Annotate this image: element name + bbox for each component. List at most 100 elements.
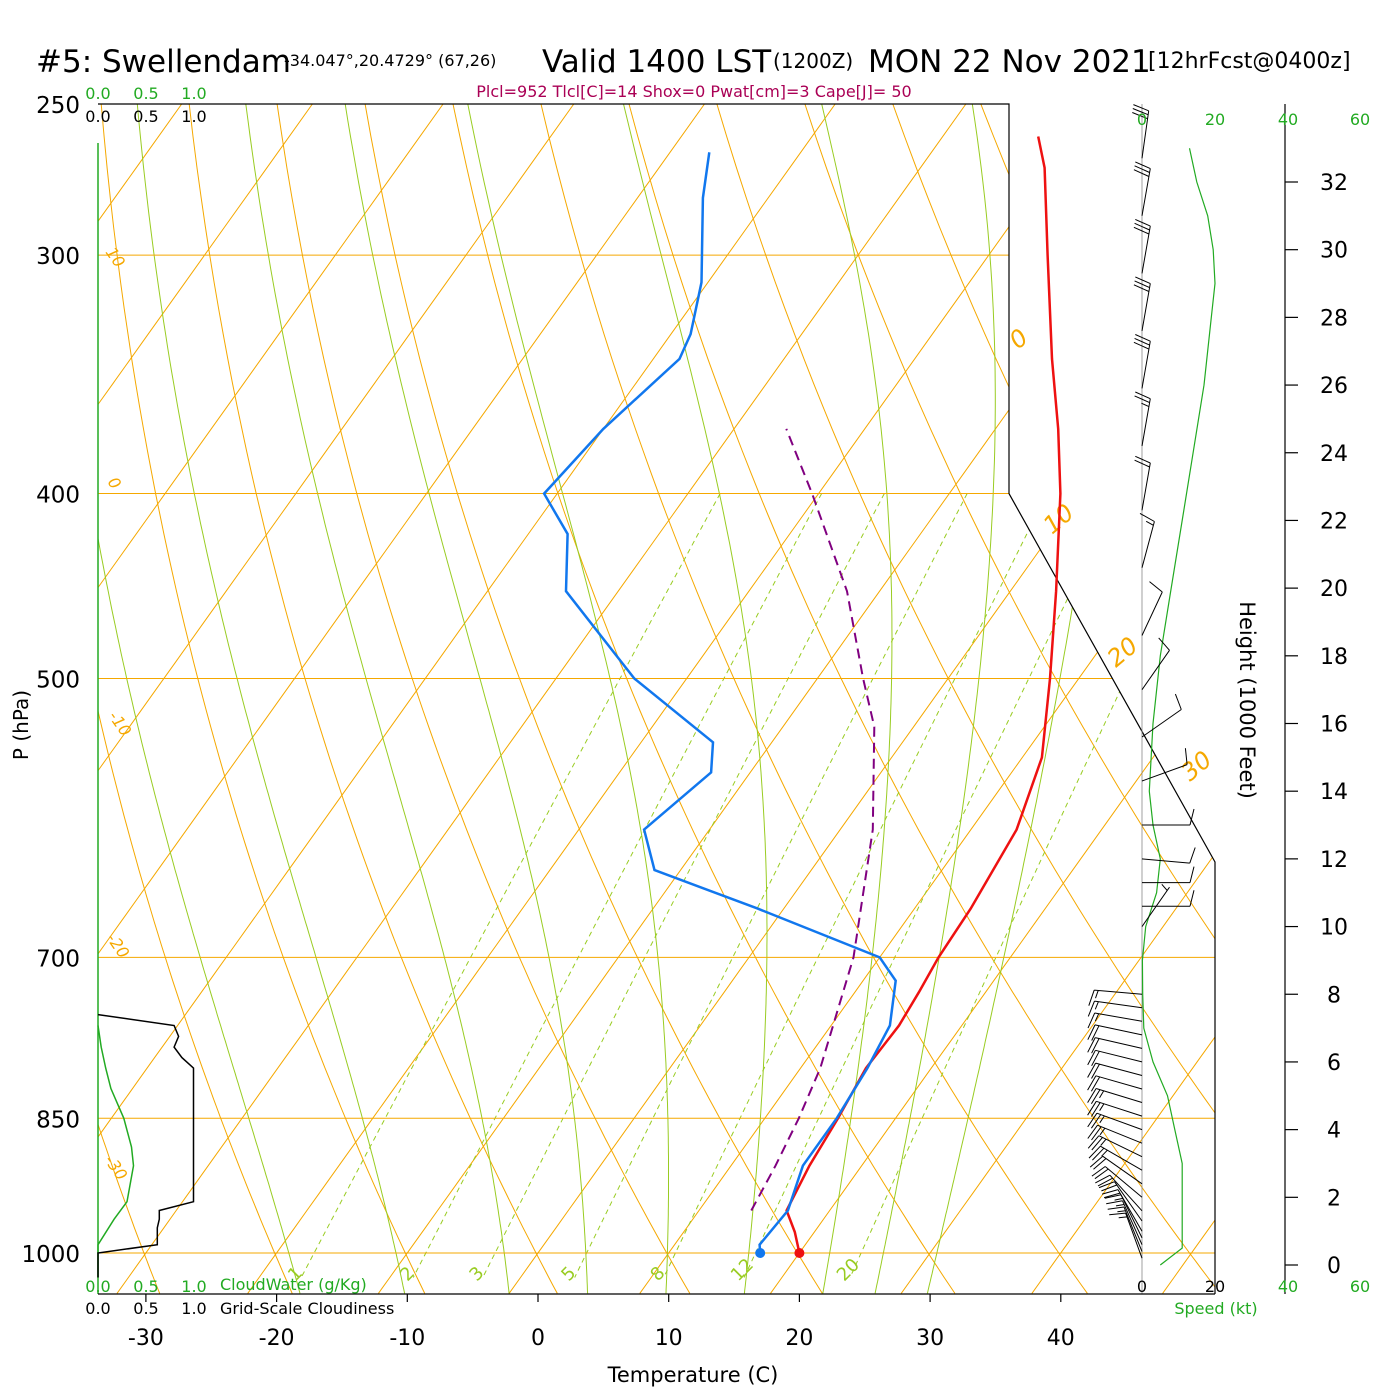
wind-barbs [1087,104,1196,1259]
wind-barb [1134,391,1151,447]
wind-speed-label: Speed (kt) [1174,1299,1257,1318]
mixing-ratio-line [743,493,1120,1278]
plot-frame [98,103,1216,1294]
pressure-axis: 250 300 400 500 700 850 1000 [21,93,80,1268]
isotherm-line [98,104,575,1294]
moist-adiabat-line [344,104,589,1294]
wind-barb [1087,1075,1143,1092]
height-tick-label: 0 [1327,1254,1341,1279]
pressure-tick-label: 700 [36,946,80,972]
wind-barb [1087,1088,1143,1105]
valid-time: Valid 1400 LST [542,44,772,80]
temperature-tick-label: -20 [259,1326,295,1351]
moist-adiabat-line [98,104,301,1294]
moist-adiabat-line [136,104,406,1294]
wind-barb [1141,581,1163,636]
isotherm-label: 0 [104,473,125,492]
dry-adiabat-line [364,104,823,1294]
isotherm-line [1162,104,1215,1294]
moist-adiabat-line [821,104,893,1294]
isotherm-line [98,104,705,1294]
moist-adiabat-line [623,104,768,1294]
wind-barb [1141,847,1196,864]
mixing-ratio-line [412,493,823,1278]
wind-speed-scale-label: 60 [1350,110,1370,129]
pressure-tick-label: 1000 [21,1242,80,1268]
isotherm-line [639,104,1215,1294]
dry-adiabat-line [100,104,426,1294]
temperature-tick-label: -10 [389,1326,425,1351]
isotherm-label: -20 [103,929,134,961]
wind-barb [1091,1166,1143,1198]
temperature-line [785,136,1062,1254]
isotherm-line [1293,104,1400,1293]
mixing-ratio-label: 2 [396,1263,419,1286]
isotherm-label: -10 [105,707,136,739]
height-tick-label: 16 [1320,713,1348,738]
isotherm-line [98,104,836,1294]
dry-adiabat-line [1068,104,1215,1294]
y-axis-title: P (hPa) [9,690,33,760]
wind-barb [1088,989,1143,1006]
wind-barb [1087,1062,1143,1079]
wind-speed-scale-label: 60 [1350,1277,1370,1296]
temperature-tick-label: -30 [128,1326,164,1351]
cloud-water-scale-label: 1.0 [181,84,206,103]
height-tick-label: 20 [1320,577,1348,602]
pressure-tick-label: 300 [36,244,80,270]
cloudiness-scale-label: 1.0 [181,107,206,126]
dry-adiabat-line [1156,104,1215,1294]
parcel-line [750,428,876,1211]
wind-speed-scale-label: 0 [1137,1277,1147,1296]
wind-barb [1087,1135,1143,1158]
wind-barb [1141,693,1182,738]
wind-barb [1109,1212,1143,1259]
temperature-tick-label: 20 [785,1326,813,1351]
isotherm-line [900,104,1215,1294]
isotherm-line [770,104,1215,1294]
wind-barb [1087,1124,1143,1144]
dry-adiabat-line [540,104,1088,1294]
wind-barb [1141,748,1188,782]
height-tick-label: 18 [1320,645,1348,670]
wind-speed-scale-label: 20 [1205,1277,1225,1296]
top-left-scales: 0.0 0.5 1.0 0.0 0.5 1.0 [85,84,206,126]
cloudiness-line [97,1013,195,1278]
wind-barb [1087,1000,1143,1017]
wind-barb [1133,334,1151,389]
height-tick-label: 26 [1320,374,1348,399]
temperature-tick-label: 30 [916,1326,944,1351]
wind-barb [1142,808,1195,826]
wind-barb [1087,1012,1143,1029]
cloud-water-scale-label: 0.5 [133,1277,158,1296]
mixing-ratio-label: 20 [833,1254,864,1285]
height-tick-label: 14 [1320,780,1348,805]
wind-barb [1095,1174,1143,1212]
mixing-ratio-label: 3 [465,1263,488,1286]
height-tick-label: 30 [1320,239,1348,264]
wind-speed-scale-label: 0 [1137,110,1147,129]
cloud-water-scale-label: 0.0 [85,1277,110,1296]
height-tick-label: 24 [1320,442,1348,467]
wind-barb [1089,1155,1143,1185]
dry-adiabat-line [98,104,293,1294]
dewpoint-line [542,152,898,1254]
cloudiness-scale-label: 0.5 [133,107,158,126]
height-tick-label: 4 [1327,1119,1341,1144]
isotherm-line [116,104,967,1294]
cloud-water-line [97,1025,135,1278]
dry-adiabat-line [1333,104,1400,1293]
wind-barb [1142,866,1195,884]
isotherm-line [247,104,1098,1294]
mixing-ratio-line [482,493,885,1278]
wind-barb [1088,1145,1143,1171]
mixing-ratio-line [300,493,721,1278]
cloud-water-scale-label: 0.5 [133,84,158,103]
height-tick-label: 28 [1320,306,1348,331]
mixing-ratio-label: 5 [557,1263,580,1286]
wind-barb [1134,455,1151,511]
valid-date: MON 22 Nov 2021 [868,44,1151,80]
profiles [97,136,1062,1278]
